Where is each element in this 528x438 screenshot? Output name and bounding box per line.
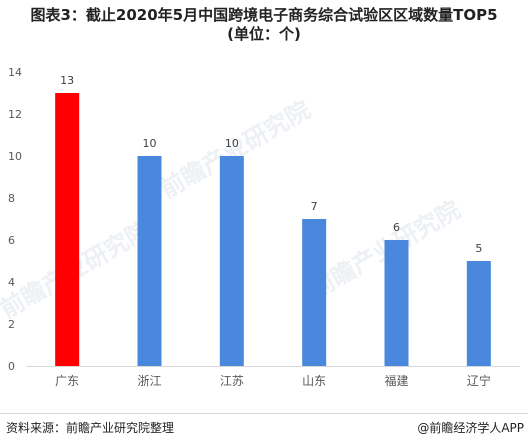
bar-chart: 0 2 4 6 8 10 12 14 13 广东 10 浙江 10 江苏 7 山东 6 福建 5 辽宁 xyxy=(8,66,520,388)
y-tick-label: 0 xyxy=(8,360,15,373)
x-tick-label: 辽宁 xyxy=(467,373,491,388)
bar xyxy=(466,261,491,366)
x-tick-label: 江苏 xyxy=(220,374,244,388)
y-tick-label: 2 xyxy=(8,318,15,331)
data-label: 10 xyxy=(225,137,239,150)
brand-credit: @前瞻经济学人APP xyxy=(417,421,524,435)
data-label: 6 xyxy=(393,221,400,234)
x-tick-label: 浙江 xyxy=(137,374,161,388)
x-tick-label: 广东 xyxy=(55,374,79,388)
y-tick-label: 4 xyxy=(8,276,15,289)
data-label: 5 xyxy=(475,242,482,255)
x-tick-label: 山东 xyxy=(302,374,326,388)
title-line-2: (单位：个) xyxy=(227,25,301,43)
footer: 资料来源：前瞻产业研究院整理 @前瞻经济学人APP xyxy=(0,413,528,438)
bar xyxy=(384,240,409,366)
y-tick-label: 14 xyxy=(8,66,22,79)
data-label: 7 xyxy=(311,200,318,213)
data-label: 13 xyxy=(60,74,74,87)
bar xyxy=(55,93,80,366)
x-tick-label: 福建 xyxy=(384,373,408,388)
chart-title: 图表3：截止2020年5月中国跨境电子商务综合试验区区域数量TOP5 (单位：个… xyxy=(0,6,528,44)
title-line-1: 图表3：截止2020年5月中国跨境电子商务综合试验区区域数量TOP5 xyxy=(30,6,498,24)
source-note: 资料来源：前瞻产业研究院整理 xyxy=(6,421,175,435)
y-tick-label: 10 xyxy=(8,150,22,163)
bar xyxy=(137,156,162,366)
data-label: 10 xyxy=(143,137,157,150)
bar xyxy=(219,156,244,366)
y-tick-label: 8 xyxy=(8,192,15,205)
y-tick-label: 12 xyxy=(8,108,22,121)
bar xyxy=(302,219,327,366)
y-tick-label: 6 xyxy=(8,234,15,247)
